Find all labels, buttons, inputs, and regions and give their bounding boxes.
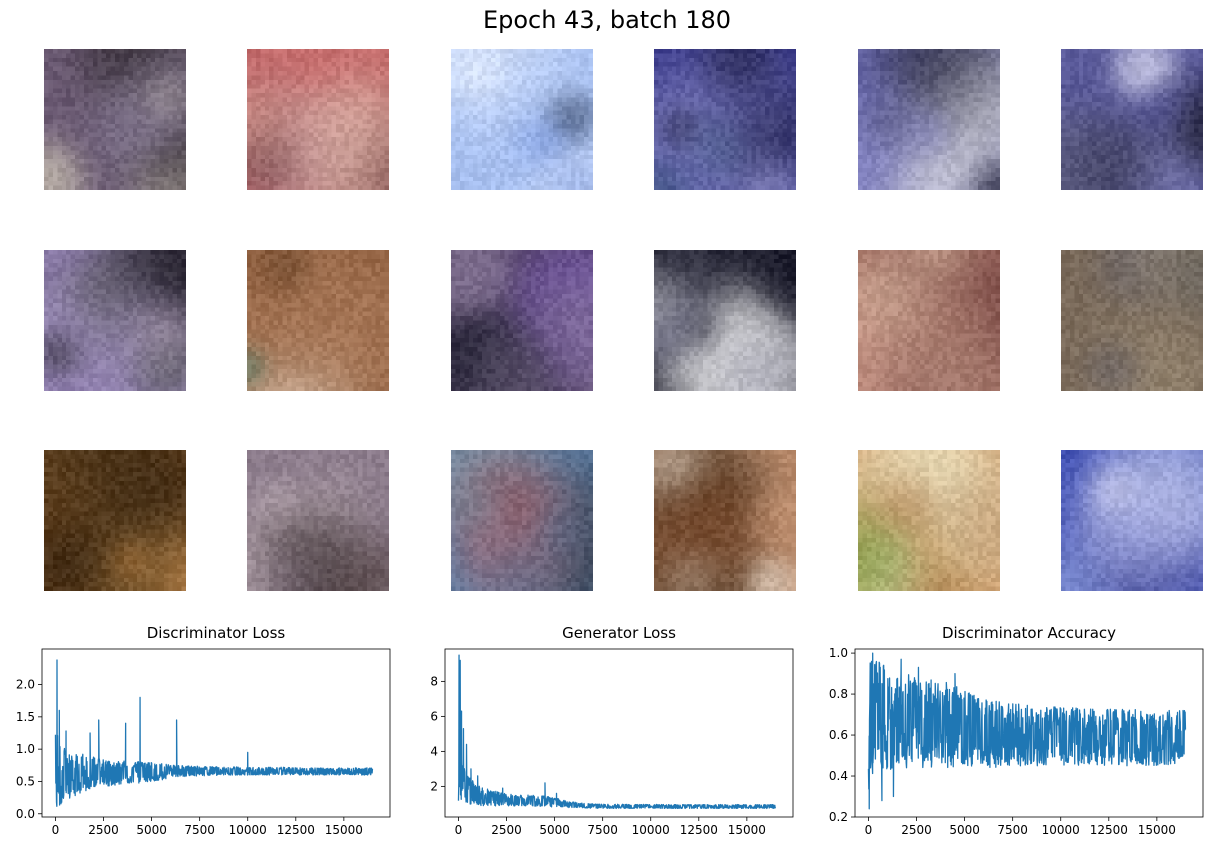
x-tick-label: 5000	[949, 823, 980, 837]
sample-image-canvas	[451, 450, 593, 591]
sample-image-canvas	[654, 250, 796, 391]
x-tick-label: 0	[52, 823, 60, 837]
y-tick-label: 0.5	[16, 774, 35, 788]
y-tick-label: 2.0	[16, 678, 35, 692]
y-tick-label: 2	[430, 779, 438, 793]
y-tick-label: 8	[430, 674, 438, 688]
sample-image-1	[44, 49, 186, 190]
x-tick-label: 2500	[88, 823, 119, 837]
y-tick-label: 0.6	[829, 728, 848, 742]
chart-title: Discriminator Loss	[146, 624, 286, 642]
sample-image-3	[451, 49, 593, 190]
sample-image-12	[1061, 250, 1203, 391]
axes-frame	[444, 648, 794, 818]
sample-image-canvas	[44, 49, 186, 190]
sample-image-8	[247, 250, 389, 391]
x-tick-label: 10000	[632, 823, 670, 837]
series-line	[457, 654, 777, 810]
y-tick-label: 0.8	[829, 687, 848, 701]
sample-image-canvas	[654, 450, 796, 591]
x-tick-label: 0	[865, 823, 873, 837]
x-tick-label: 7500	[587, 823, 618, 837]
sample-image-canvas	[858, 49, 1000, 190]
figure-title: Epoch 43, batch 180	[482, 6, 732, 34]
sample-image-2	[247, 49, 389, 190]
x-tick-label: 12500	[277, 823, 315, 837]
sample-image-11	[858, 250, 1000, 391]
x-tick-label: 15000	[325, 823, 363, 837]
y-tick-label: 0.4	[829, 769, 848, 783]
sample-image-canvas	[858, 250, 1000, 391]
sample-image-13	[44, 450, 186, 591]
sample-image-canvas	[1061, 49, 1203, 190]
sample-image-18	[1061, 450, 1203, 591]
x-tick-label: 10000	[1042, 823, 1080, 837]
generator-loss-chart: Generator Loss 0 2500 5000 7500 10000 12500 15…	[430, 624, 794, 837]
axes-frame	[41, 648, 391, 818]
sample-image-canvas	[451, 49, 593, 190]
sample-image-17	[858, 450, 1000, 591]
sample-image-canvas	[1061, 250, 1203, 391]
y-tick-label: 6	[430, 709, 438, 723]
sample-image-canvas	[247, 250, 389, 391]
chart-svg: 0 2500 5000 7500 10000 12500 15000 2 4 6 8	[430, 648, 794, 837]
sample-image-10	[654, 250, 796, 391]
x-tick-label: 15000	[728, 823, 766, 837]
chart-svg: 0 2500 5000 7500 10000 12500 15000 0.2 0.4 0.6 0.8…	[829, 646, 1204, 837]
y-tick-label: 4	[430, 744, 438, 758]
sample-image-6	[1061, 49, 1203, 190]
sample-image-7	[44, 250, 186, 391]
sample-image-canvas	[654, 49, 796, 190]
discriminator-accuracy-chart: Discriminator Accuracy 0 2500 5000 7500 1000…	[829, 624, 1204, 837]
chart-title: Discriminator Accuracy	[941, 624, 1117, 642]
x-tick-label: 12500	[1090, 823, 1128, 837]
y-tick-label: 1.5	[16, 710, 35, 724]
y-tick-label: 0.0	[16, 807, 35, 821]
sample-image-canvas	[247, 49, 389, 190]
sample-image-canvas	[44, 450, 186, 591]
x-tick-label: 10000	[229, 823, 267, 837]
sample-image-9	[451, 250, 593, 391]
discriminator-loss-chart: Discriminator Loss 0 2500 5000 7500 10000 125…	[16, 624, 391, 837]
y-tick-label: 0.2	[829, 810, 848, 824]
chart-svg: 0 2500 5000 7500 10000 12500 15000 0.0 0.5 1.0 1.5…	[16, 648, 391, 837]
x-tick-label: 15000	[1138, 823, 1176, 837]
x-tick-label: 5000	[539, 823, 570, 837]
sample-image-canvas	[451, 250, 593, 391]
x-tick-label: 12500	[680, 823, 718, 837]
sample-image-canvas	[1061, 450, 1203, 591]
axes-frame	[854, 648, 1204, 818]
x-tick-label: 2500	[901, 823, 932, 837]
sample-image-canvas	[247, 450, 389, 591]
y-tick-label: 1.0	[829, 646, 848, 660]
y-tick-label: 1.0	[16, 742, 35, 756]
series-line	[867, 652, 1187, 810]
sample-image-16	[654, 450, 796, 591]
sample-image-15	[451, 450, 593, 591]
sample-image-canvas	[858, 450, 1000, 591]
sample-image-4	[654, 49, 796, 190]
series-line	[54, 659, 374, 807]
sample-image-5	[858, 49, 1000, 190]
x-tick-label: 2500	[491, 823, 522, 837]
sample-image-canvas	[44, 250, 186, 391]
sample-image-14	[247, 450, 389, 591]
chart-title: Generator Loss	[562, 624, 676, 642]
x-tick-label: 5000	[136, 823, 167, 837]
x-tick-label: 7500	[997, 823, 1028, 837]
x-tick-label: 0	[455, 823, 463, 837]
x-tick-label: 7500	[184, 823, 215, 837]
